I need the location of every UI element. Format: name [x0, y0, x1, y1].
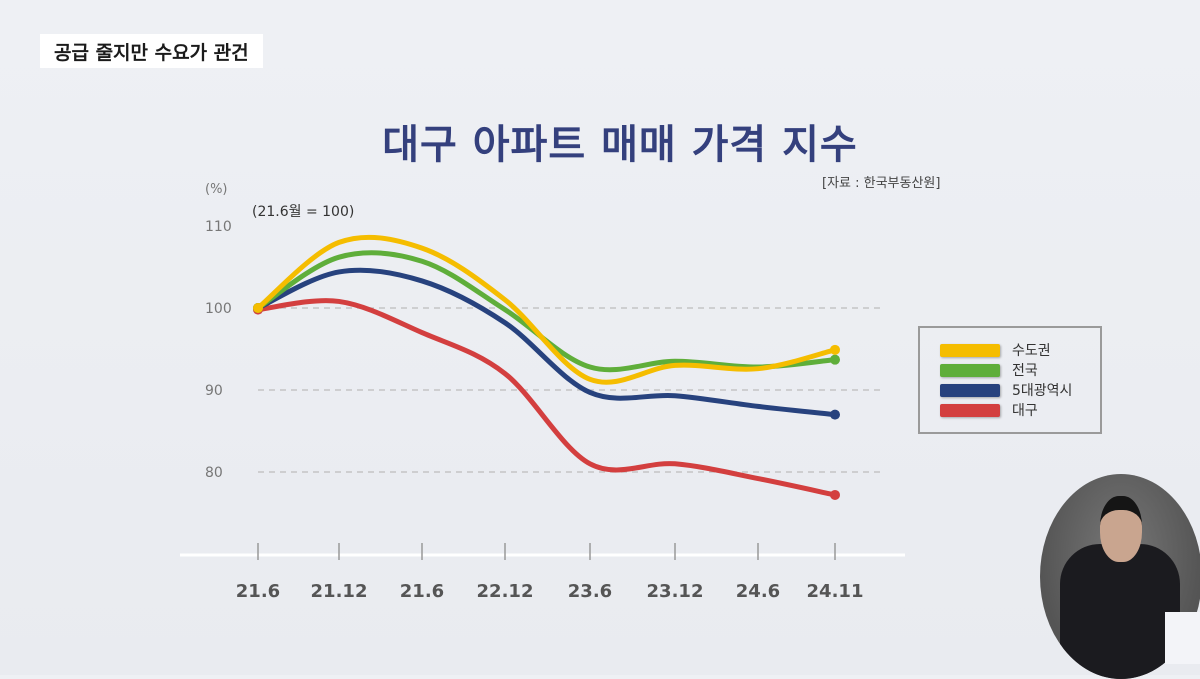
series-line-대구	[255, 298, 838, 498]
legend: 수도권 전국 5대광역시 대구	[918, 326, 1102, 434]
series-end-point	[830, 489, 840, 500]
interpreter-head	[1100, 496, 1142, 562]
interpreter-body	[1060, 544, 1180, 679]
x-tick-label: 21.6	[400, 581, 444, 602]
legend-item: 전국	[940, 360, 1038, 380]
x-tick-label: 21.12	[311, 581, 368, 602]
y-axis-unit: (%)	[205, 182, 228, 197]
x-tick-label: 22.12	[477, 581, 534, 602]
legend-label: 대구	[1012, 403, 1038, 419]
y-tick-label: 100	[205, 301, 232, 317]
series-end-point	[830, 344, 840, 355]
legend-label: 수도권	[1012, 343, 1051, 359]
legend-item: 대구	[940, 400, 1038, 420]
legend-item: 5대광역시	[940, 380, 1072, 400]
y-tick-label: 110	[205, 219, 232, 235]
legend-swatch	[940, 383, 1000, 397]
x-tick-label: 23.12	[647, 581, 704, 602]
legend-swatch	[940, 403, 1000, 417]
legend-swatch	[940, 343, 1000, 357]
x-tick-label: 23.6	[568, 581, 612, 602]
series-end-point	[830, 409, 840, 420]
legend-label: 5대광역시	[1012, 383, 1073, 399]
series-start-point	[253, 303, 263, 313]
chart-title: 대구 아파트 매매 가격 지수	[382, 122, 858, 168]
y-tick-label: 90	[205, 383, 223, 399]
x-tick-label: 21.6	[236, 581, 280, 602]
series-line-수도권	[255, 234, 838, 385]
index-base-note: (21.6월 = 100)	[252, 204, 354, 220]
series-end-point	[830, 354, 840, 365]
legend-swatch	[940, 363, 1000, 377]
series-line-5대광역시	[255, 267, 838, 418]
y-tick-label: 80	[205, 465, 223, 481]
legend-label: 전국	[1012, 363, 1038, 379]
news-caption: 공급 줄지만 수요가 관건	[40, 34, 263, 68]
legend-item: 수도권	[940, 340, 1051, 360]
chart-source: [자료 : 한국부동산원]	[822, 176, 941, 191]
broadcaster-logo	[1165, 612, 1200, 664]
x-tick-label: 24.6	[736, 581, 780, 602]
x-tick-label: 24.11	[807, 581, 864, 602]
